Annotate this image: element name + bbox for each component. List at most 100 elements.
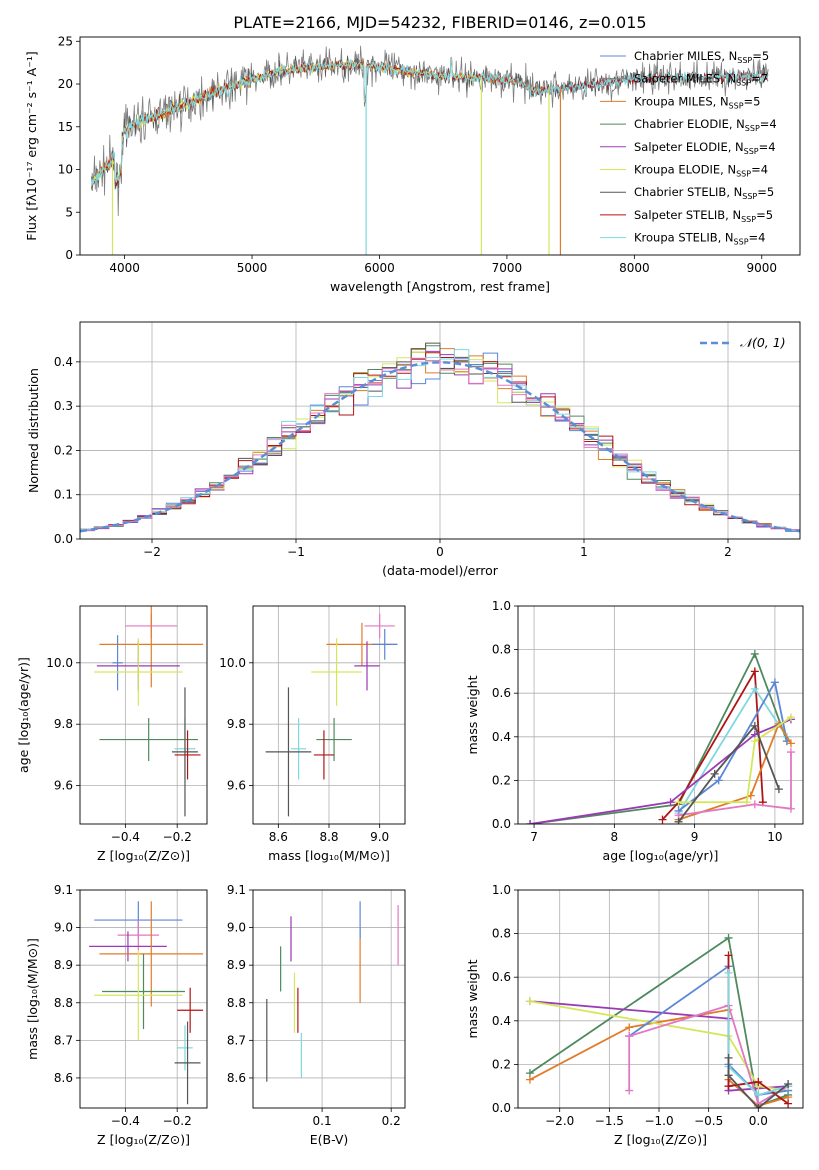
x-tick-label: 2	[724, 545, 732, 559]
weight-marker	[750, 667, 759, 676]
weight-marker	[625, 1032, 634, 1041]
x-tick-label: −1.0	[644, 1114, 673, 1128]
weight-marker	[714, 776, 723, 785]
legend-label: Salpeter STELIB, NSSP=5	[634, 208, 773, 224]
x-tick-label: −2.0	[545, 1114, 574, 1128]
errorbar-point	[102, 953, 185, 1030]
errorbar-point	[311, 638, 362, 706]
errorbar-point	[174, 1021, 201, 1105]
weight-marker	[754, 1090, 763, 1099]
weight-line	[678, 721, 792, 821]
normal-curve	[80, 361, 800, 533]
weight-marker	[674, 817, 683, 824]
legend-label: Kroupa STELIB, NSSP=4	[634, 231, 765, 247]
x-axis-label: age [log₁₀(age/yr)]	[603, 848, 719, 863]
y-tick-label: 8.9	[227, 958, 246, 972]
weight-marker	[525, 997, 534, 1006]
weight-marker	[724, 951, 733, 960]
x-axis-label: wavelength [Angstrom, rest frame]	[330, 279, 550, 294]
weight-marker	[625, 1086, 634, 1095]
x-axis-label: Z [log₁₀(Z/Z⊙)]	[97, 848, 190, 863]
legend-label: Chabrier ELODIE, NSSP=4	[634, 117, 777, 133]
legend-label: Kroupa ELODIE, NSSP=4	[634, 163, 768, 179]
errorbar-point	[112, 635, 123, 691]
errorbar-point	[89, 931, 167, 962]
weight-line	[529, 1000, 789, 1092]
weight-marker	[724, 1082, 733, 1091]
y-tick-label: 5	[65, 205, 73, 219]
y-tick-label: 0.2	[492, 773, 511, 787]
x-tick-label: 7000	[492, 261, 523, 275]
histogram-step	[80, 352, 800, 531]
y-tick-label: 0.0	[492, 1101, 511, 1115]
y-tick-label: 10	[58, 163, 73, 177]
errorbar-point	[364, 613, 395, 639]
legend-label: Chabrier MILES, NSSP=5	[634, 49, 769, 65]
y-tick-label: 0.4	[492, 730, 511, 744]
y-tick-label: 8.9	[54, 958, 73, 972]
x-tick-label: 1	[580, 545, 588, 559]
errorbar-point	[316, 718, 352, 762]
errorbar-point	[354, 641, 380, 691]
axes-frame	[517, 605, 804, 825]
weight-line	[727, 972, 789, 1096]
plot-area	[518, 890, 803, 1108]
x-tick-label: −0.4	[111, 830, 140, 844]
plot-area	[91, 45, 769, 255]
plot-area	[80, 606, 207, 824]
x-tick-label: −0.5	[694, 1114, 723, 1128]
x-tick-label: 6000	[364, 261, 395, 275]
weight-marker	[724, 1071, 733, 1080]
weight-marker	[786, 804, 795, 813]
y-tick-label: 1.0	[492, 599, 511, 613]
weight-marker	[724, 1053, 733, 1062]
x-axis-label: Z [log₁₀(Z/Z⊙)]	[97, 1132, 190, 1147]
x-tick-label: 5000	[237, 261, 268, 275]
weight-line	[529, 718, 792, 824]
y-tick-label: 8.6	[227, 1071, 246, 1085]
y-axis-label: mass [log₁₀(M/M⊙)]	[25, 938, 40, 1060]
weight-marker	[754, 1104, 763, 1108]
y-tick-label: 0.6	[492, 970, 511, 984]
errorbar-point	[117, 920, 160, 951]
y-tick-label: 0.3	[54, 399, 73, 413]
axes-frame	[79, 321, 801, 540]
errorbar-point	[313, 730, 335, 780]
x-tick-label: −2	[143, 545, 161, 559]
y-tick-label: 15	[58, 120, 73, 134]
histogram-step	[80, 357, 800, 531]
errorbar-point	[172, 687, 198, 817]
errorbar-point	[94, 638, 183, 706]
y-tick-label: 0.4	[492, 1014, 511, 1028]
errorbar-point	[99, 606, 204, 688]
weight-marker	[625, 1023, 634, 1032]
y-tick-label: 8.7	[54, 1033, 73, 1047]
weight-marker	[724, 968, 733, 977]
legend-label: Chabrier STELIB, NSSP=5	[634, 185, 774, 201]
x-tick-label: −0.2	[163, 830, 192, 844]
weight-marker	[750, 684, 759, 693]
weight-marker	[525, 1075, 534, 1084]
weight-marker	[526, 820, 535, 824]
plot-area	[80, 890, 207, 1108]
panel-Z_vs_weight: −2.0 −1.5 −1.0 −0.5 0.0 0.0 0.2 0.4 0.6 0.8 1.0 Z […	[465, 883, 804, 1147]
x-tick-label: 9	[691, 830, 699, 844]
y-tick-label: 0.8	[492, 643, 511, 657]
weight-line	[727, 1057, 789, 1108]
weight-line	[678, 752, 792, 817]
y-axis-label: age [log₁₀(age/yr)]	[16, 657, 31, 773]
y-tick-label: 8.7	[227, 1033, 246, 1047]
panel-mass_vs_age: 8.6 8.8 9.0 9.6 9.8 10.0 mass [log₁₀(M/M⊙)]	[219, 605, 406, 863]
y-tick-label: 9.0	[227, 921, 246, 935]
axes-frame	[79, 605, 208, 825]
errorbar-point	[99, 901, 204, 1007]
weight-marker	[774, 785, 783, 794]
legend-label: Salpeter ELODIE, NSSP=4	[634, 140, 776, 156]
x-tick-label: 9.0	[370, 830, 389, 844]
y-tick-label: 0.8	[492, 927, 511, 941]
y-tick-label: 0.0	[54, 532, 73, 546]
x-tick-label: 0	[436, 545, 444, 559]
axes-frame	[79, 889, 208, 1109]
errorbar-point	[99, 718, 198, 762]
